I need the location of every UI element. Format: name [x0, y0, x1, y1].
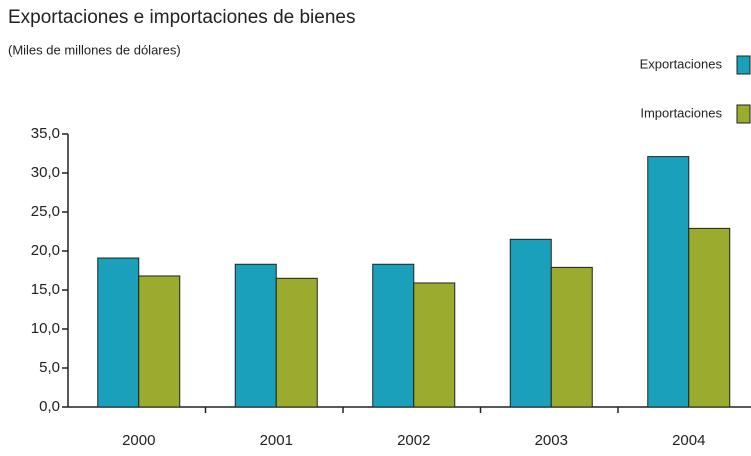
- bar: [138, 275, 181, 408]
- legend-swatch: [736, 55, 751, 75]
- y-tick-label: 15,0: [31, 281, 60, 298]
- bar: [275, 277, 318, 408]
- x-tick-label: 2004: [672, 432, 705, 449]
- y-tick-label: 20,0: [31, 242, 60, 259]
- bar: [647, 156, 690, 408]
- bar: [372, 263, 415, 408]
- bar: [688, 227, 731, 408]
- y-tick-label: 30,0: [31, 164, 60, 181]
- legend-label: Importaciones: [640, 105, 722, 120]
- y-tick-label: 0,0: [39, 398, 60, 415]
- x-tick-label: 2002: [397, 432, 430, 449]
- bar: [97, 257, 140, 408]
- bar: [234, 263, 277, 408]
- bar: [550, 266, 593, 408]
- x-tick-label: 2001: [260, 432, 293, 449]
- y-tick-label: 5,0: [39, 359, 60, 376]
- y-tick-label: 10,0: [31, 320, 60, 337]
- y-tick-label: 35,0: [31, 125, 60, 142]
- legend-label: Exportaciones: [640, 56, 723, 71]
- bar: [413, 282, 456, 408]
- y-tick-label: 25,0: [31, 203, 60, 220]
- chart-title: Exportaciones e importaciones de bienes: [8, 7, 355, 28]
- bar: [509, 238, 552, 408]
- x-tick-label: 2003: [535, 432, 568, 449]
- x-tick-label: 2000: [122, 432, 155, 449]
- legend-swatch: [736, 104, 751, 124]
- chart-subtitle: (Miles de millones de dólares): [8, 42, 181, 57]
